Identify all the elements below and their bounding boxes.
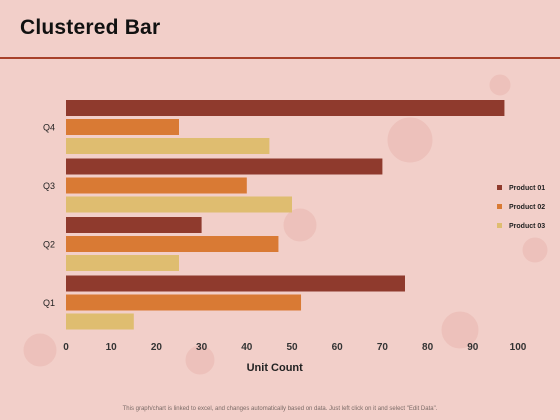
bar-q1-product-3 xyxy=(66,313,134,330)
bar-q3-product-2 xyxy=(66,177,247,194)
legend-swatch-product-2 xyxy=(497,204,502,209)
legend-swatch-product-3 xyxy=(497,223,502,228)
bar-q1-product-1 xyxy=(66,275,405,292)
bar-q3-product-3 xyxy=(66,196,292,213)
bar-q1-product-2 xyxy=(66,294,302,311)
title-divider xyxy=(0,57,560,59)
x-tick-label: 50 xyxy=(286,342,298,353)
x-tick-label: 40 xyxy=(241,342,253,353)
legend-label-product-3: Product 03 xyxy=(509,223,545,230)
bar-q4-product-2 xyxy=(66,119,179,135)
bar-q3-product-1 xyxy=(66,158,383,175)
category-label-q3: Q3 xyxy=(43,181,55,191)
bar-q2-product-2 xyxy=(66,236,279,252)
x-tick-label: 30 xyxy=(196,342,208,353)
x-tick-label: 10 xyxy=(106,342,118,353)
category-label-q2: Q2 xyxy=(43,240,55,250)
category-label-q1: Q1 xyxy=(43,298,55,308)
legend-label-product-1: Product 01 xyxy=(509,185,545,192)
legend-swatch-product-1 xyxy=(497,185,502,190)
x-tick-label: 90 xyxy=(467,342,479,353)
page-title: Clustered Bar xyxy=(20,16,161,39)
x-tick-label: 0 xyxy=(63,342,69,353)
footer-note: This graph/chart is linked to excel, and… xyxy=(122,406,438,412)
x-tick-label: 60 xyxy=(332,342,344,353)
legend-label-product-2: Product 02 xyxy=(509,204,545,211)
category-label-q4: Q4 xyxy=(43,123,55,133)
bar-q2-product-1 xyxy=(66,217,202,233)
bar-q2-product-3 xyxy=(66,255,179,271)
x-tick-label: 100 xyxy=(510,342,527,353)
x-tick-label: 70 xyxy=(377,342,389,353)
x-axis-title: Unit Count xyxy=(247,362,304,374)
bar-q4-product-3 xyxy=(66,138,270,154)
bar-q4-product-1 xyxy=(66,100,505,116)
x-tick-label: 20 xyxy=(151,342,163,353)
x-tick-label: 80 xyxy=(422,342,434,353)
